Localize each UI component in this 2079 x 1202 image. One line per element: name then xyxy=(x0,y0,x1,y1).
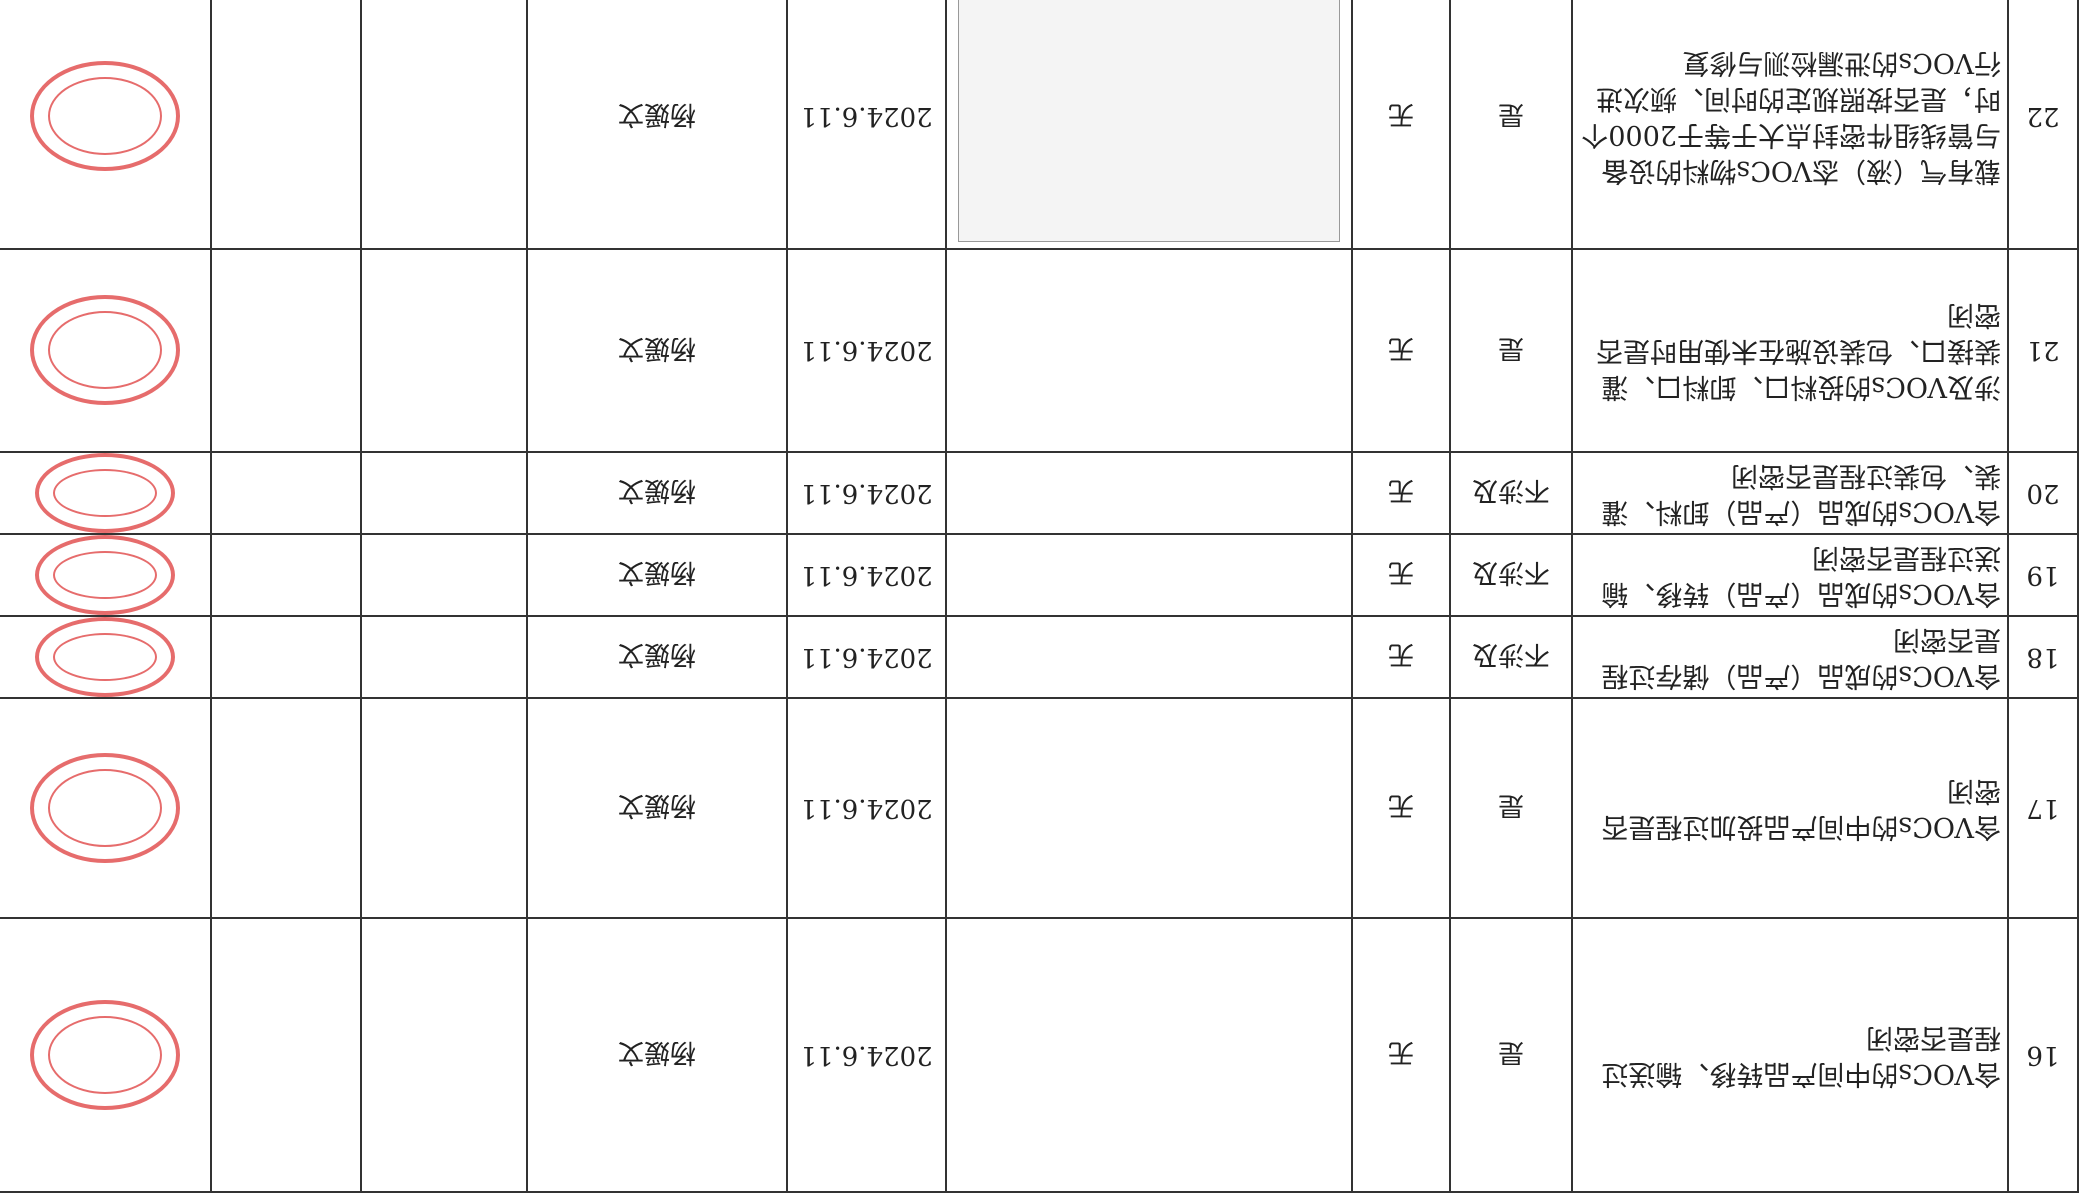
stamp xyxy=(35,535,175,615)
table-row: 17 含VOCs的中间产品投加过程是否密闭是无 2024.6.11 杨媛文 xyxy=(0,698,2078,918)
inspector: 杨媛文 xyxy=(527,0,787,249)
blank-cell xyxy=(211,616,361,698)
stamp xyxy=(30,61,180,172)
date: 2024.6.11 xyxy=(787,452,946,534)
photo-cell xyxy=(946,0,1352,249)
row-number: 20 xyxy=(2008,452,2078,534)
issue: 无 xyxy=(1352,452,1450,534)
blank-cell xyxy=(211,534,361,616)
date: 2024.6.11 xyxy=(787,616,946,698)
stamp-cell xyxy=(0,0,211,249)
date: 2024.6.11 xyxy=(787,698,946,918)
stamp-cell xyxy=(0,616,211,698)
blank-cell xyxy=(361,616,527,698)
photo-cell xyxy=(946,534,1352,616)
stamp-cell xyxy=(0,918,211,1192)
photo-cell xyxy=(946,918,1352,1192)
issue: 无 xyxy=(1352,0,1450,249)
blank-cell xyxy=(361,249,527,452)
applicable: 不涉及 xyxy=(1450,616,1572,698)
table-row: 19 含VOCs的成品（产品）转移、输送过程是否密闭 不涉及无 2024.6.11 杨媛… xyxy=(0,534,2078,616)
inspector: 杨媛文 xyxy=(527,616,787,698)
row-number: 22 xyxy=(2008,0,2078,249)
row-number: 16 xyxy=(2008,918,2078,1192)
issue: 无 xyxy=(1352,698,1450,918)
inspector: 杨媛文 xyxy=(527,452,787,534)
applicable: 是 xyxy=(1450,0,1572,249)
blank-cell xyxy=(211,249,361,452)
blank-cell xyxy=(211,918,361,1192)
issue: 无 xyxy=(1352,249,1450,452)
row-number: 19 xyxy=(2008,534,2078,616)
stamp xyxy=(30,753,180,863)
blank-cell xyxy=(361,0,527,249)
blank-cell xyxy=(361,698,527,918)
row-number: 17 xyxy=(2008,698,2078,918)
applicable: 是 xyxy=(1450,918,1572,1192)
check-item: 含VOCs的中间产品投加过程是否密闭 xyxy=(1572,698,2008,918)
row-number: 18 xyxy=(2008,616,2078,698)
photo xyxy=(953,923,1345,1188)
inspector: 杨媛文 xyxy=(527,918,787,1192)
stamp xyxy=(35,617,175,697)
check-item: 含VOCs的成品（产品）卸料、灌装、包装过程是否密闭 xyxy=(1572,452,2008,534)
check-item: 载有气（液）态VOCs物料的设备与管线组件密封点大于等于2000个时，是否按照规… xyxy=(1572,0,2008,249)
stamp xyxy=(30,1000,180,1110)
table-row: 18 含VOCs的成品（产品）储存过程是否密闭 不涉及无 2024.6.11 杨媛文 xyxy=(0,616,2078,698)
stamp xyxy=(30,295,180,406)
photo-cell xyxy=(946,616,1352,698)
inspector: 杨媛文 xyxy=(527,698,787,918)
stamp-cell xyxy=(0,452,211,534)
applicable: 不涉及 xyxy=(1450,534,1572,616)
issue: 无 xyxy=(1352,534,1450,616)
row-number: 21 xyxy=(2008,249,2078,452)
photo xyxy=(953,701,1345,916)
stamp-cell xyxy=(0,534,211,616)
photo xyxy=(958,0,1340,243)
check-item: 含VOCs的成品（产品）转移、输送过程是否密闭 xyxy=(1572,534,2008,616)
applicable: 是 xyxy=(1450,698,1572,918)
stamp xyxy=(35,453,175,533)
applicable: 不涉及 xyxy=(1450,452,1572,534)
table-row: 22 载有气（液）态VOCs物料的设备与管线组件密封点大于等于2000个时，是否按… xyxy=(0,0,2078,249)
photo-cell xyxy=(946,698,1352,918)
stamp-cell xyxy=(0,698,211,918)
applicable: 是 xyxy=(1450,249,1572,452)
photo xyxy=(953,253,1345,448)
check-item: 涉及VOCs的投料口、卸料口、灌装接口、包装设施在未使用时是否密闭 xyxy=(1572,249,2008,452)
table-row: 16 含VOCs的中间产品转移、输送过程是否密闭是无 2024.6.11 杨媛文 xyxy=(0,918,2078,1192)
blank-cell xyxy=(211,698,361,918)
blank-cell xyxy=(361,918,527,1192)
stamp-cell xyxy=(0,249,211,452)
inspector: 杨媛文 xyxy=(527,249,787,452)
table-row: 20 含VOCs的成品（产品）卸料、灌装、包装过程是否密闭 不涉及无 2024.6.1… xyxy=(0,452,2078,534)
issue: 无 xyxy=(1352,918,1450,1192)
issue: 无 xyxy=(1352,616,1450,698)
date: 2024.6.11 xyxy=(787,0,946,249)
blank-cell xyxy=(211,452,361,534)
table-row: 21 涉及VOCs的投料口、卸料口、灌装接口、包装设施在未使用时是否密闭是无 202… xyxy=(0,249,2078,452)
date: 2024.6.11 xyxy=(787,249,946,452)
blank-cell xyxy=(361,452,527,534)
check-item: 含VOCs的成品（产品）储存过程是否密闭 xyxy=(1572,616,2008,698)
blank-cell xyxy=(211,0,361,249)
check-item: 含VOCs的中间产品转移、输送过程是否密闭 xyxy=(1572,918,2008,1192)
date: 2024.6.11 xyxy=(787,534,946,616)
date: 2024.6.11 xyxy=(787,918,946,1192)
photo-cell xyxy=(946,249,1352,452)
inspector: 杨媛文 xyxy=(527,534,787,616)
photo-cell xyxy=(946,452,1352,534)
blank-cell xyxy=(361,534,527,616)
